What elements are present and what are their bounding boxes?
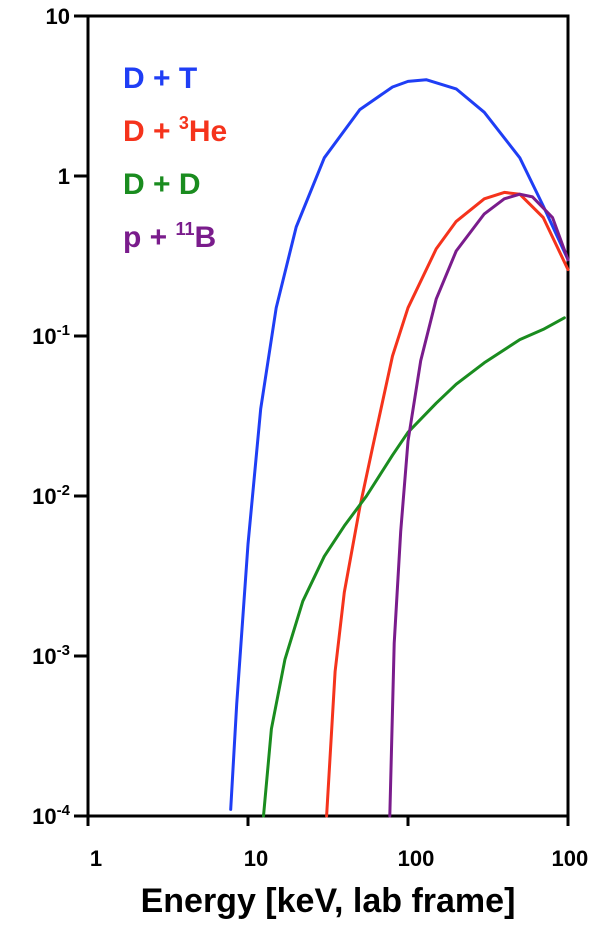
y-tick-label: 10-3 [32,642,70,669]
series-line-0 [229,78,570,811]
y-tick-label: 10 [46,4,70,29]
legend-entry-2: D + D [123,168,201,201]
series-line-2 [262,316,566,818]
x-axis-ticks: 1 10 100 1000 [86,816,589,871]
y-tick-label: 10-4 [32,802,70,829]
y-axis-ticks: 10 1 10-1 10-2 10-3 10-4 [32,4,88,829]
legend-entry-1: D + 3He [123,113,227,148]
legend: D + T D + 3He D + D p + 11B [123,62,227,254]
x-tick-label: 100 [398,846,435,871]
series-line-3 [388,192,570,818]
y-tick-label: 10-2 [32,482,70,509]
x-axis-title: Energy [keV, lab frame] [141,882,516,920]
series-line-1 [325,190,570,818]
x-tick-label: 10 [244,846,268,871]
y-tick-label: 1 [58,164,70,189]
x-tick-label: 1 [90,846,102,871]
x-tick-label: 1000 [552,846,589,871]
series-lines [229,78,570,818]
y-tick-label: 10-1 [32,322,70,349]
legend-entry-3: p + 11B [123,219,216,254]
legend-entry-0: D + T [123,62,197,95]
